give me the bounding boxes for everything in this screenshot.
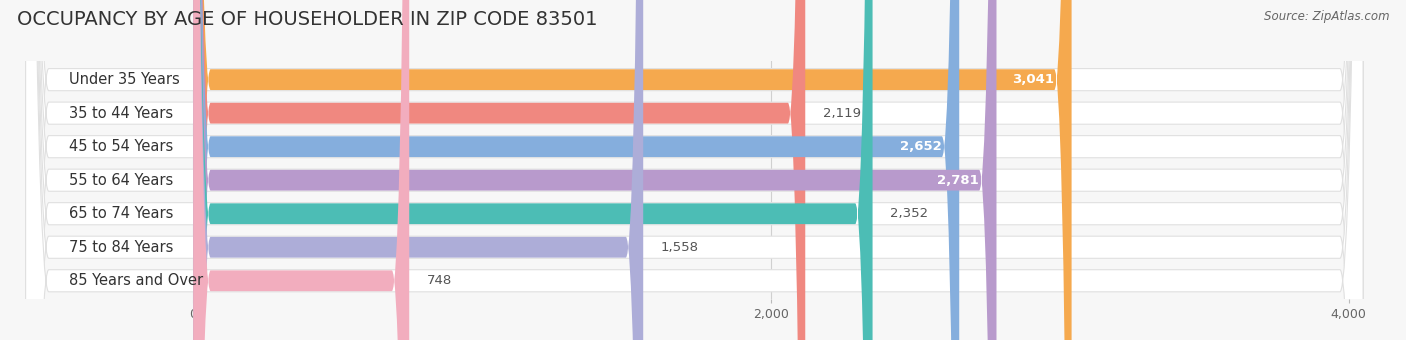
Text: Under 35 Years: Under 35 Years (69, 72, 180, 87)
Text: 45 to 54 Years: 45 to 54 Years (69, 139, 173, 154)
Text: 2,781: 2,781 (938, 174, 979, 187)
FancyBboxPatch shape (193, 0, 959, 340)
Text: 2,652: 2,652 (900, 140, 942, 153)
Text: Source: ZipAtlas.com: Source: ZipAtlas.com (1264, 10, 1389, 23)
FancyBboxPatch shape (25, 0, 1362, 340)
Text: 85 Years and Over: 85 Years and Over (69, 273, 202, 288)
Text: 65 to 74 Years: 65 to 74 Years (69, 206, 173, 221)
FancyBboxPatch shape (25, 0, 1362, 340)
FancyBboxPatch shape (25, 0, 1362, 340)
FancyBboxPatch shape (25, 0, 1362, 340)
Text: 3,041: 3,041 (1012, 73, 1054, 86)
FancyBboxPatch shape (193, 0, 806, 340)
Text: 2,352: 2,352 (890, 207, 928, 220)
Text: OCCUPANCY BY AGE OF HOUSEHOLDER IN ZIP CODE 83501: OCCUPANCY BY AGE OF HOUSEHOLDER IN ZIP C… (17, 10, 598, 29)
FancyBboxPatch shape (193, 0, 873, 340)
FancyBboxPatch shape (193, 0, 409, 340)
FancyBboxPatch shape (193, 0, 1071, 340)
FancyBboxPatch shape (193, 0, 643, 340)
Text: 35 to 44 Years: 35 to 44 Years (69, 106, 173, 121)
FancyBboxPatch shape (193, 0, 997, 340)
FancyBboxPatch shape (25, 0, 1362, 340)
FancyBboxPatch shape (25, 0, 1362, 340)
Text: 748: 748 (426, 274, 451, 287)
Text: 75 to 84 Years: 75 to 84 Years (69, 240, 173, 255)
Text: 2,119: 2,119 (823, 107, 860, 120)
FancyBboxPatch shape (25, 0, 1362, 340)
Text: 1,558: 1,558 (661, 241, 699, 254)
Text: 55 to 64 Years: 55 to 64 Years (69, 173, 173, 188)
